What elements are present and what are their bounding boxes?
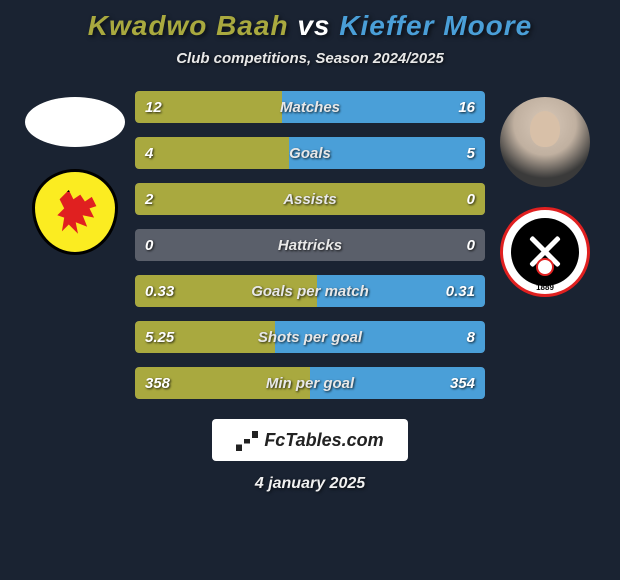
fctables-logo: FcTables.com <box>212 419 407 461</box>
stat-label: Goals <box>135 145 485 162</box>
stat-bar: 0.330.31Goals per match <box>135 275 485 307</box>
player1-name: Kwadwo Baah <box>88 10 289 41</box>
stat-label: Hattricks <box>135 237 485 254</box>
stat-label: Matches <box>135 99 485 116</box>
footer: FcTables.com 4 january 2025 <box>212 419 407 493</box>
left-column <box>25 91 125 257</box>
subtitle: Club competitions, Season 2024/2025 <box>176 50 444 67</box>
player2-avatar <box>500 97 590 187</box>
main-comparison-row: 1216Matches 45Goals 20Assists 00Hattricks 0.… <box>0 91 620 399</box>
watford-crest-icon <box>32 169 118 255</box>
crest-year: 1889 <box>536 283 554 292</box>
logo-text: FcTables.com <box>264 430 383 451</box>
stat-bar: 358354Min per goal <box>135 367 485 399</box>
stat-bar: 00Hattricks <box>135 229 485 261</box>
stat-bar: 1216Matches <box>135 91 485 123</box>
stat-bar: 20Assists <box>135 183 485 215</box>
player1-avatar <box>25 97 125 147</box>
stat-label: Goals per match <box>135 283 485 300</box>
comparison-title: Kwadwo Baah vs Kieffer Moore <box>88 10 533 42</box>
stat-bar: 5.258Shots per goal <box>135 321 485 353</box>
sheffield-crest-icon: 1889 <box>500 207 590 297</box>
comparison-bars: 1216Matches 45Goals 20Assists 00Hattricks 0.… <box>135 91 485 399</box>
player1-club-crest <box>30 167 120 257</box>
player2-club-crest: 1889 <box>500 207 590 297</box>
vs-text: vs <box>297 10 330 41</box>
stat-label: Min per goal <box>135 375 485 392</box>
chart-icon <box>236 429 258 451</box>
right-column: 1889 <box>495 91 595 297</box>
stat-bar: 45Goals <box>135 137 485 169</box>
stat-label: Shots per goal <box>135 329 485 346</box>
date-text: 4 january 2025 <box>255 475 365 493</box>
stat-label: Assists <box>135 191 485 208</box>
player2-name: Kieffer Moore <box>339 10 532 41</box>
